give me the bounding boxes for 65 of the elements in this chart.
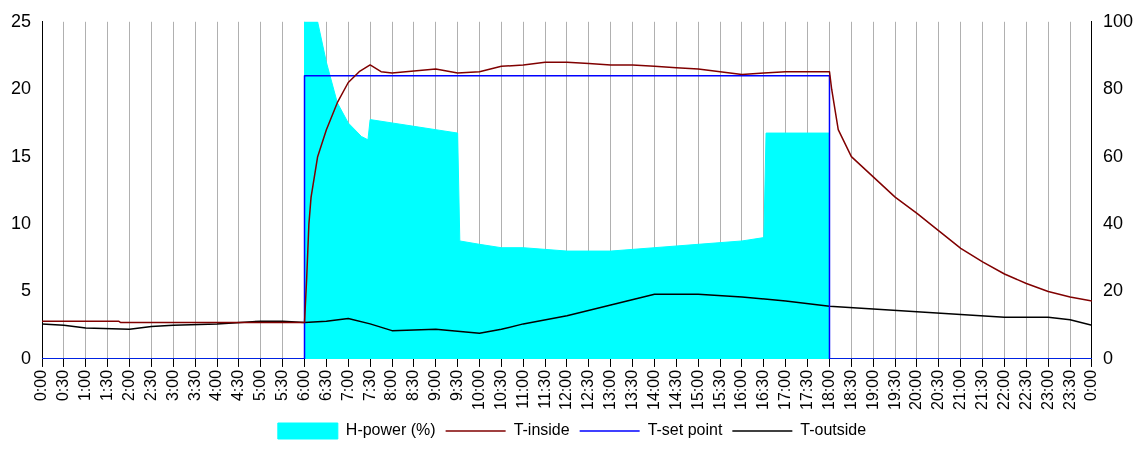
x-tick-label: 8:30 bbox=[404, 369, 422, 402]
x-tick-label: 5:30 bbox=[273, 369, 291, 402]
x-tick-label: 21:00 bbox=[951, 369, 969, 411]
x-tick-label: 1:30 bbox=[98, 369, 116, 402]
legend-label: T-set point bbox=[647, 421, 723, 439]
x-tick-label: 4:30 bbox=[229, 369, 247, 402]
x-tick-label: 1:00 bbox=[76, 369, 94, 402]
x-tick-label: 3:30 bbox=[185, 369, 203, 402]
x-tick-label: 18:30 bbox=[841, 369, 859, 411]
x-tick-label: 2:00 bbox=[119, 369, 137, 402]
x-tick-label: 13:30 bbox=[623, 369, 641, 411]
x-tick-label: 14:30 bbox=[666, 369, 684, 411]
x-tick-label: 4:00 bbox=[207, 369, 225, 402]
x-tick-label: 12:00 bbox=[557, 369, 575, 411]
y2-tick-label: 80 bbox=[1102, 78, 1123, 99]
x-tick-label: 0:00 bbox=[1082, 369, 1100, 402]
x-tick-label: 17:00 bbox=[776, 369, 794, 411]
x-tick-label: 6:00 bbox=[294, 369, 312, 402]
x-tick-label: 16:00 bbox=[732, 369, 750, 411]
y-tick-label: 20 bbox=[10, 78, 32, 99]
x-tick-label: 5:00 bbox=[251, 369, 269, 402]
x-tick-label: 17:30 bbox=[798, 369, 816, 411]
x-tick-label: 14:00 bbox=[644, 369, 662, 411]
x-tick-label: 6:30 bbox=[316, 369, 334, 402]
y2-tick-label: 0 bbox=[1102, 347, 1113, 368]
y-tick-label: 0 bbox=[21, 347, 32, 368]
x-tick-label: 12:30 bbox=[579, 369, 597, 411]
x-tick-label: 23:30 bbox=[1060, 369, 1078, 411]
x-tick-label: 19:00 bbox=[863, 369, 881, 411]
x-tick-label: 3:00 bbox=[163, 369, 181, 402]
x-tick-label: 20:30 bbox=[929, 369, 947, 411]
x-tick-label: 0:30 bbox=[54, 369, 72, 402]
x-tick-label: 20:00 bbox=[907, 369, 925, 411]
x-tick-label: 13:00 bbox=[601, 369, 619, 411]
x-tick-label: 10:30 bbox=[491, 369, 509, 411]
y2-tick-label: 20 bbox=[1102, 280, 1123, 301]
x-tick-label: 15:30 bbox=[710, 369, 728, 411]
x-tick-label: 23:00 bbox=[1038, 369, 1056, 411]
x-tick-label: 9:30 bbox=[448, 369, 466, 402]
y2-tick-label: 60 bbox=[1102, 145, 1123, 166]
y-tick-label: 15 bbox=[10, 145, 32, 166]
legend-label: T-inside bbox=[513, 421, 570, 439]
y-tick-label: 25 bbox=[10, 10, 32, 31]
x-tick-label: 15:00 bbox=[688, 369, 706, 411]
x-tick-label: 7:00 bbox=[338, 369, 356, 402]
y2-tick-label: 100 bbox=[1102, 10, 1134, 31]
x-tick-label: 21:30 bbox=[973, 369, 990, 411]
y2-tick-label: 40 bbox=[1102, 213, 1123, 234]
y-tick-label: 5 bbox=[21, 280, 32, 301]
x-tick-label: 8:00 bbox=[382, 369, 400, 402]
x-tick-label: 16:30 bbox=[754, 369, 772, 411]
x-tick-label: 9:00 bbox=[426, 369, 444, 402]
legend-label: H-power (%) bbox=[345, 421, 436, 439]
x-tick-label: 7:30 bbox=[360, 369, 378, 402]
x-tick-label: 22:30 bbox=[1016, 369, 1034, 411]
x-tick-label: 10:00 bbox=[469, 369, 487, 411]
x-tick-label: 19:30 bbox=[885, 369, 903, 411]
y-tick-label: 10 bbox=[10, 213, 32, 234]
x-tick-label: 22:00 bbox=[994, 369, 1012, 411]
x-tick-label: 0:00 bbox=[32, 369, 50, 402]
x-tick-label: 2:30 bbox=[141, 369, 159, 402]
x-tick-label: 11:00 bbox=[513, 369, 531, 409]
x-tick-label: 18:00 bbox=[819, 369, 837, 411]
x-tick-label: 11:30 bbox=[535, 369, 553, 409]
legend-label: T-outside bbox=[800, 421, 867, 439]
